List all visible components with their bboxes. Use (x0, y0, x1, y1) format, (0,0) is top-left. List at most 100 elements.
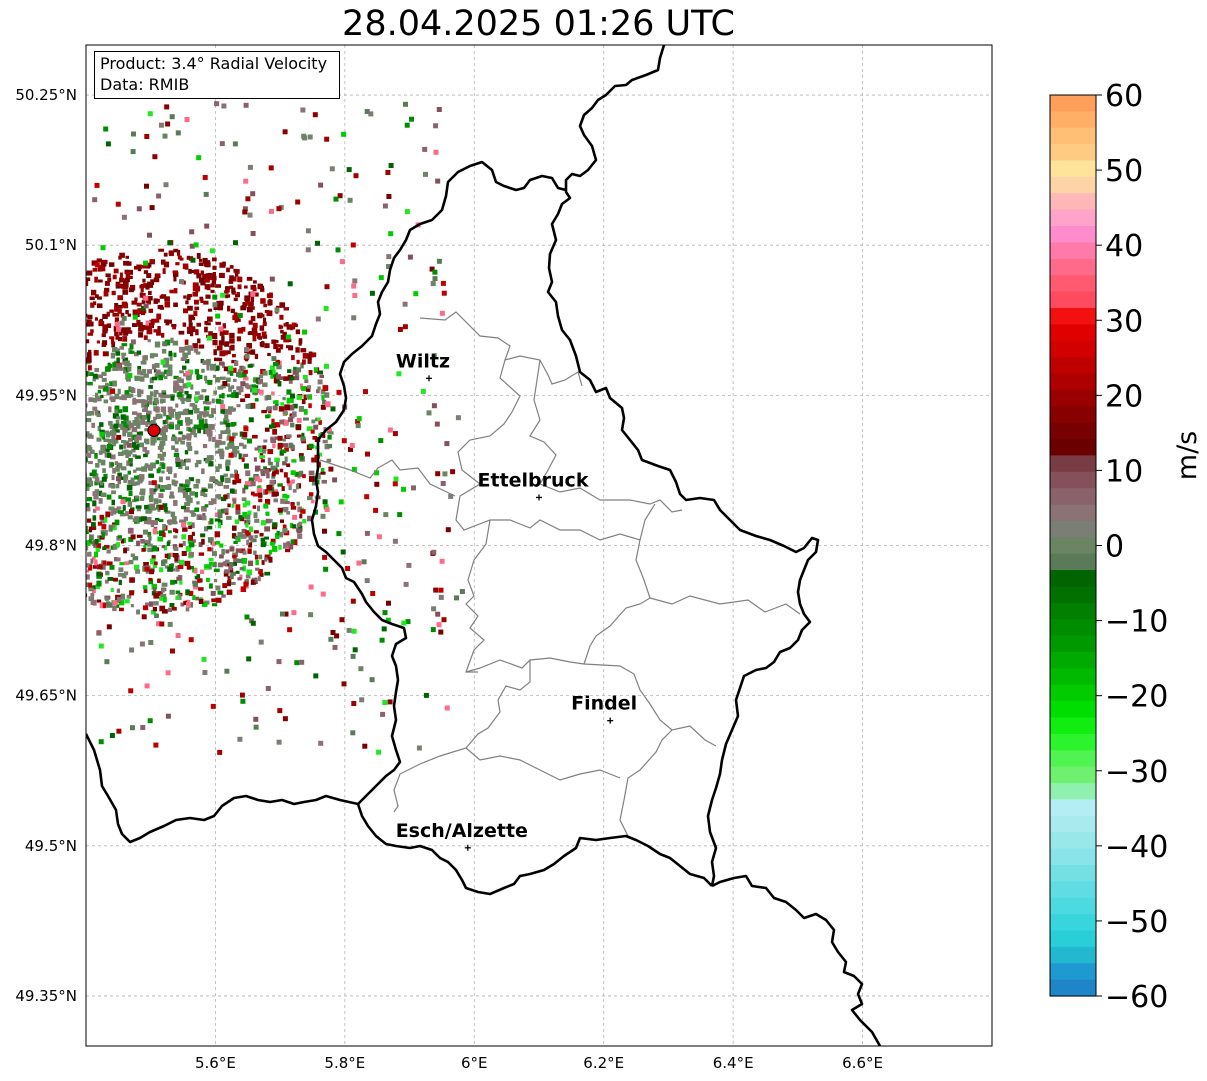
colorbar-segment (1050, 537, 1096, 555)
lat-tick-label: 49.65°N (15, 687, 77, 705)
city-label: Ettelbruck (478, 469, 589, 491)
colorbar-segment (1050, 193, 1096, 211)
lat-tick-label: 49.8°N (25, 537, 77, 555)
colorbar-segment (1050, 307, 1096, 325)
colorbar-segment (1050, 979, 1096, 997)
colorbar-segment (1050, 209, 1096, 227)
colorbar-segment (1050, 668, 1096, 686)
colorbar-segment (1050, 914, 1096, 932)
colorbar-segment (1050, 324, 1096, 342)
radar-site-dot (147, 423, 161, 437)
city-markers: Wiltz Ettelbruck Findel Esch/Alzette (396, 350, 637, 851)
city-label: Wiltz (396, 350, 450, 372)
axis-ticks: 5.6°E 5.8°E 6°E 6.2°E 6.4°E 6.6°E 50.25°N 50.1°… (15, 86, 883, 1072)
colorbar-tick-label: −50 (1105, 905, 1168, 940)
colorbar-segment (1050, 570, 1096, 588)
colorbar-segment (1050, 848, 1096, 866)
colorbar-tick-label: −10 (1105, 605, 1168, 640)
colorbar-segment (1050, 504, 1096, 522)
city-wiltz: Wiltz (396, 350, 450, 382)
colorbar-segment (1050, 488, 1096, 506)
lon-tick-label: 5.6°E (195, 1054, 236, 1072)
city-label: Findel (571, 693, 637, 715)
radar-site-marker (147, 423, 161, 437)
colorbar-segment (1050, 783, 1096, 801)
colorbar-segment (1050, 799, 1096, 817)
lat-tick-label: 49.5°N (25, 837, 77, 855)
colorbar-tick-label: −20 (1105, 680, 1168, 715)
lat-tick-label: 49.35°N (15, 987, 77, 1005)
colorbar-tick-label: −60 (1105, 980, 1168, 1015)
colorbar-segment (1050, 733, 1096, 751)
city-esch-alzette: Esch/Alzette (396, 820, 528, 851)
colorbar-segment (1050, 897, 1096, 915)
colorbar-tick-label: 10 (1105, 454, 1143, 489)
colorbar-segment (1050, 946, 1096, 964)
colorbar-segment (1050, 635, 1096, 653)
colorbar-segment (1050, 701, 1096, 719)
colorbar-segment (1050, 95, 1096, 112)
colorbar-segment (1050, 602, 1096, 620)
colorbar-segment (1050, 930, 1096, 948)
city-ettelbruck: Ettelbruck (478, 469, 589, 501)
country-borders (86, 45, 882, 1046)
colorbar-segment (1050, 963, 1096, 981)
colorbar-segment (1050, 176, 1096, 194)
colorbar-segment (1050, 357, 1096, 375)
lon-tick-label: 6°E (461, 1054, 488, 1072)
colorbar-tick-label: 20 (1105, 379, 1143, 414)
map-title: 28.04.2025 01:26 UTC (342, 4, 735, 44)
colorbar-segment (1050, 226, 1096, 244)
colorbar-segment (1050, 406, 1096, 424)
colorbar-segment (1050, 258, 1096, 276)
colorbar-segment (1050, 439, 1096, 456)
lon-tick-label: 6.2°E (583, 1054, 624, 1072)
colorbar-segment (1050, 127, 1096, 145)
colorbar-segment (1050, 815, 1096, 833)
colorbar-segment (1050, 586, 1096, 604)
colorbar-segment (1050, 832, 1096, 850)
colorbar-tick-label: 0 (1105, 530, 1124, 565)
borders (86, 45, 882, 1046)
colorbar: 60 50 40 30 20 10 0 −10 −20 −30 −40 −50 −60 m/s (1049, 79, 1203, 1015)
colorbar-unit-label: m/s (1172, 431, 1203, 480)
colorbar-segment (1050, 471, 1096, 489)
radar-echoes (86, 101, 465, 755)
colorbar-segment (1050, 275, 1096, 293)
product-label: Product: 3.4° Radial Velocity (100, 54, 328, 73)
colorbar-segment (1050, 373, 1096, 391)
lon-tick-label: 5.8°E (324, 1054, 365, 1072)
colorbar-segment (1050, 651, 1096, 669)
colorbar-segment (1050, 242, 1096, 260)
lon-tick-label: 6.6°E (842, 1054, 883, 1072)
canton-boundaries (319, 311, 801, 837)
colorbar-segment (1050, 291, 1096, 309)
colorbar-segment (1050, 766, 1096, 784)
colorbar-segment (1050, 340, 1096, 358)
colorbar-segment (1050, 717, 1096, 735)
colorbar-segment (1050, 455, 1096, 473)
product-info-box: Product: 3.4° Radial Velocity Data: RMIB (94, 51, 340, 99)
colorbar-segment (1050, 881, 1096, 899)
colorbar-segment (1050, 160, 1096, 178)
lat-tick-label: 50.1°N (25, 236, 77, 254)
colorbar-segment (1050, 389, 1096, 407)
colorbar-segment (1050, 520, 1096, 538)
colorbar-tick-label: 30 (1105, 304, 1143, 339)
data-source-label: Data: RMIB (100, 75, 190, 94)
colorbar-segment (1050, 750, 1096, 768)
colorbar-segment (1050, 619, 1096, 637)
colorbar-segment (1050, 864, 1096, 882)
colorbar-tick-label: −40 (1105, 830, 1168, 865)
colorbar-tick-label: 60 (1105, 79, 1143, 114)
colorbar-tick-label: 50 (1105, 154, 1143, 189)
colorbar-segment (1050, 422, 1096, 440)
colorbar-tick-label: 40 (1105, 229, 1143, 264)
lat-tick-label: 50.25°N (15, 86, 77, 104)
colorbar-segment (1050, 553, 1096, 571)
lat-tick-label: 49.95°N (15, 386, 77, 404)
colorbar-tick-label: −30 (1105, 755, 1168, 790)
colorbar-segment (1050, 111, 1096, 129)
city-findel: Findel (571, 693, 637, 724)
